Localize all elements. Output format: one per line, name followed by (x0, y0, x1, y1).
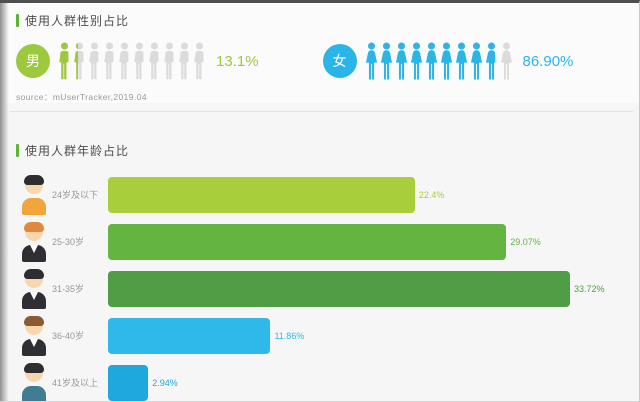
female-person-icon (365, 42, 377, 80)
bar-track: 11.86% (108, 317, 629, 354)
male-person-icon (74, 43, 78, 80)
age-row: 36-40岁 11.86% (16, 312, 629, 359)
female-pictogram-strip (365, 40, 515, 82)
age-group-avatar (21, 268, 47, 309)
avatar-hair (24, 222, 44, 232)
avatar-torso (22, 198, 46, 215)
age-section-header: 使用人群年龄占比 (16, 142, 629, 159)
age-label: 41岁及以上 (52, 378, 99, 388)
age-group-avatar (21, 362, 47, 401)
male-person-icon (59, 42, 69, 80)
male-person-icon (134, 42, 144, 80)
avatar-collar (30, 292, 38, 300)
age-label: 24岁及以下 (52, 190, 99, 200)
age-label: 25-30岁 (52, 237, 85, 247)
bar-track: 29.07% (108, 223, 629, 260)
male-person-icon (194, 42, 204, 80)
section-divider (10, 111, 633, 112)
avatar-torso (22, 339, 46, 356)
gender-section: 使用人群性别占比 男 13.1% 女 86.90% source：mUserTr… (0, 3, 639, 103)
bar-track: 33.72% (108, 270, 629, 307)
avatar-collar (30, 245, 38, 253)
bar-track: 22.4% (108, 176, 629, 213)
age-group-avatar (21, 315, 47, 356)
title-marker-icon (16, 14, 19, 27)
age-label: 36-40岁 (52, 331, 85, 341)
age-section-title: 使用人群年龄占比 (25, 144, 130, 158)
male-person-icon (179, 42, 189, 80)
male-person-icon (89, 42, 99, 80)
female-person-icon (500, 42, 512, 80)
avatar-torso (22, 386, 46, 401)
male-pictogram-strip (58, 40, 208, 82)
avatar-collar (30, 339, 38, 347)
female-badge: 女 (322, 44, 357, 78)
age-percent: 11.86% (274, 330, 305, 341)
male-percent: 13.1% (216, 52, 259, 70)
gender-row: 男 13.1% 女 86.90% (16, 38, 629, 84)
age-bar (108, 317, 271, 354)
female-person-icon (380, 42, 392, 80)
age-percent: 33.72% (573, 283, 605, 294)
female-person-icon (470, 42, 482, 80)
female-group: 女 86.90% (322, 40, 630, 82)
avatar-torso (22, 292, 46, 309)
male-person-icon (119, 42, 129, 80)
avatar-hair (24, 175, 44, 185)
age-bar (108, 176, 415, 213)
bar-track: 2.94% (108, 364, 629, 401)
male-person-icon (149, 42, 159, 80)
age-row: 24岁及以下 22.4% (16, 171, 629, 218)
age-row: 31-35岁 33.72% (16, 265, 629, 312)
avatar-torso (22, 245, 46, 262)
gender-section-header: 使用人群性别占比 (16, 12, 629, 29)
age-bar (108, 364, 149, 401)
male-person-icon (164, 42, 174, 80)
avatar-hair (24, 316, 44, 326)
age-row: 41岁及以上 2.94% (16, 359, 629, 401)
avatar-hair (24, 269, 44, 279)
age-bar (108, 223, 507, 260)
female-person-icon (455, 42, 467, 80)
female-person-icon (440, 42, 452, 80)
female-person-icon (395, 42, 407, 80)
source-note: source：mUserTracker,2019.04 (16, 92, 147, 102)
age-group-avatar (21, 174, 47, 215)
male-badge: 男 (16, 44, 50, 78)
title-marker-icon (16, 144, 19, 157)
female-person-icon (485, 42, 495, 80)
female-person-icon (425, 42, 437, 80)
age-group-avatar (21, 221, 47, 262)
age-bar (108, 270, 570, 307)
male-group: 男 13.1% (16, 40, 323, 82)
age-label: 31-35岁 (52, 284, 85, 294)
avatar-hair (24, 363, 44, 373)
male-person-icon (104, 42, 114, 80)
gender-section-title: 使用人群性别占比 (25, 14, 130, 28)
age-row: 25-30岁 29.07% (16, 218, 629, 265)
age-section: 使用人群年龄占比 24岁及以下 22.4% 25-30岁 29.07% (0, 112, 639, 401)
age-percent: 2.94% (152, 377, 178, 388)
age-percent: 29.07% (510, 236, 541, 247)
female-percent: 86.90% (522, 52, 574, 70)
age-bar-chart: 24岁及以下 22.4% 25-30岁 29.07% 31-35岁 33.72% (16, 171, 629, 401)
age-percent: 22.4% (418, 189, 445, 200)
female-person-icon (410, 42, 422, 80)
